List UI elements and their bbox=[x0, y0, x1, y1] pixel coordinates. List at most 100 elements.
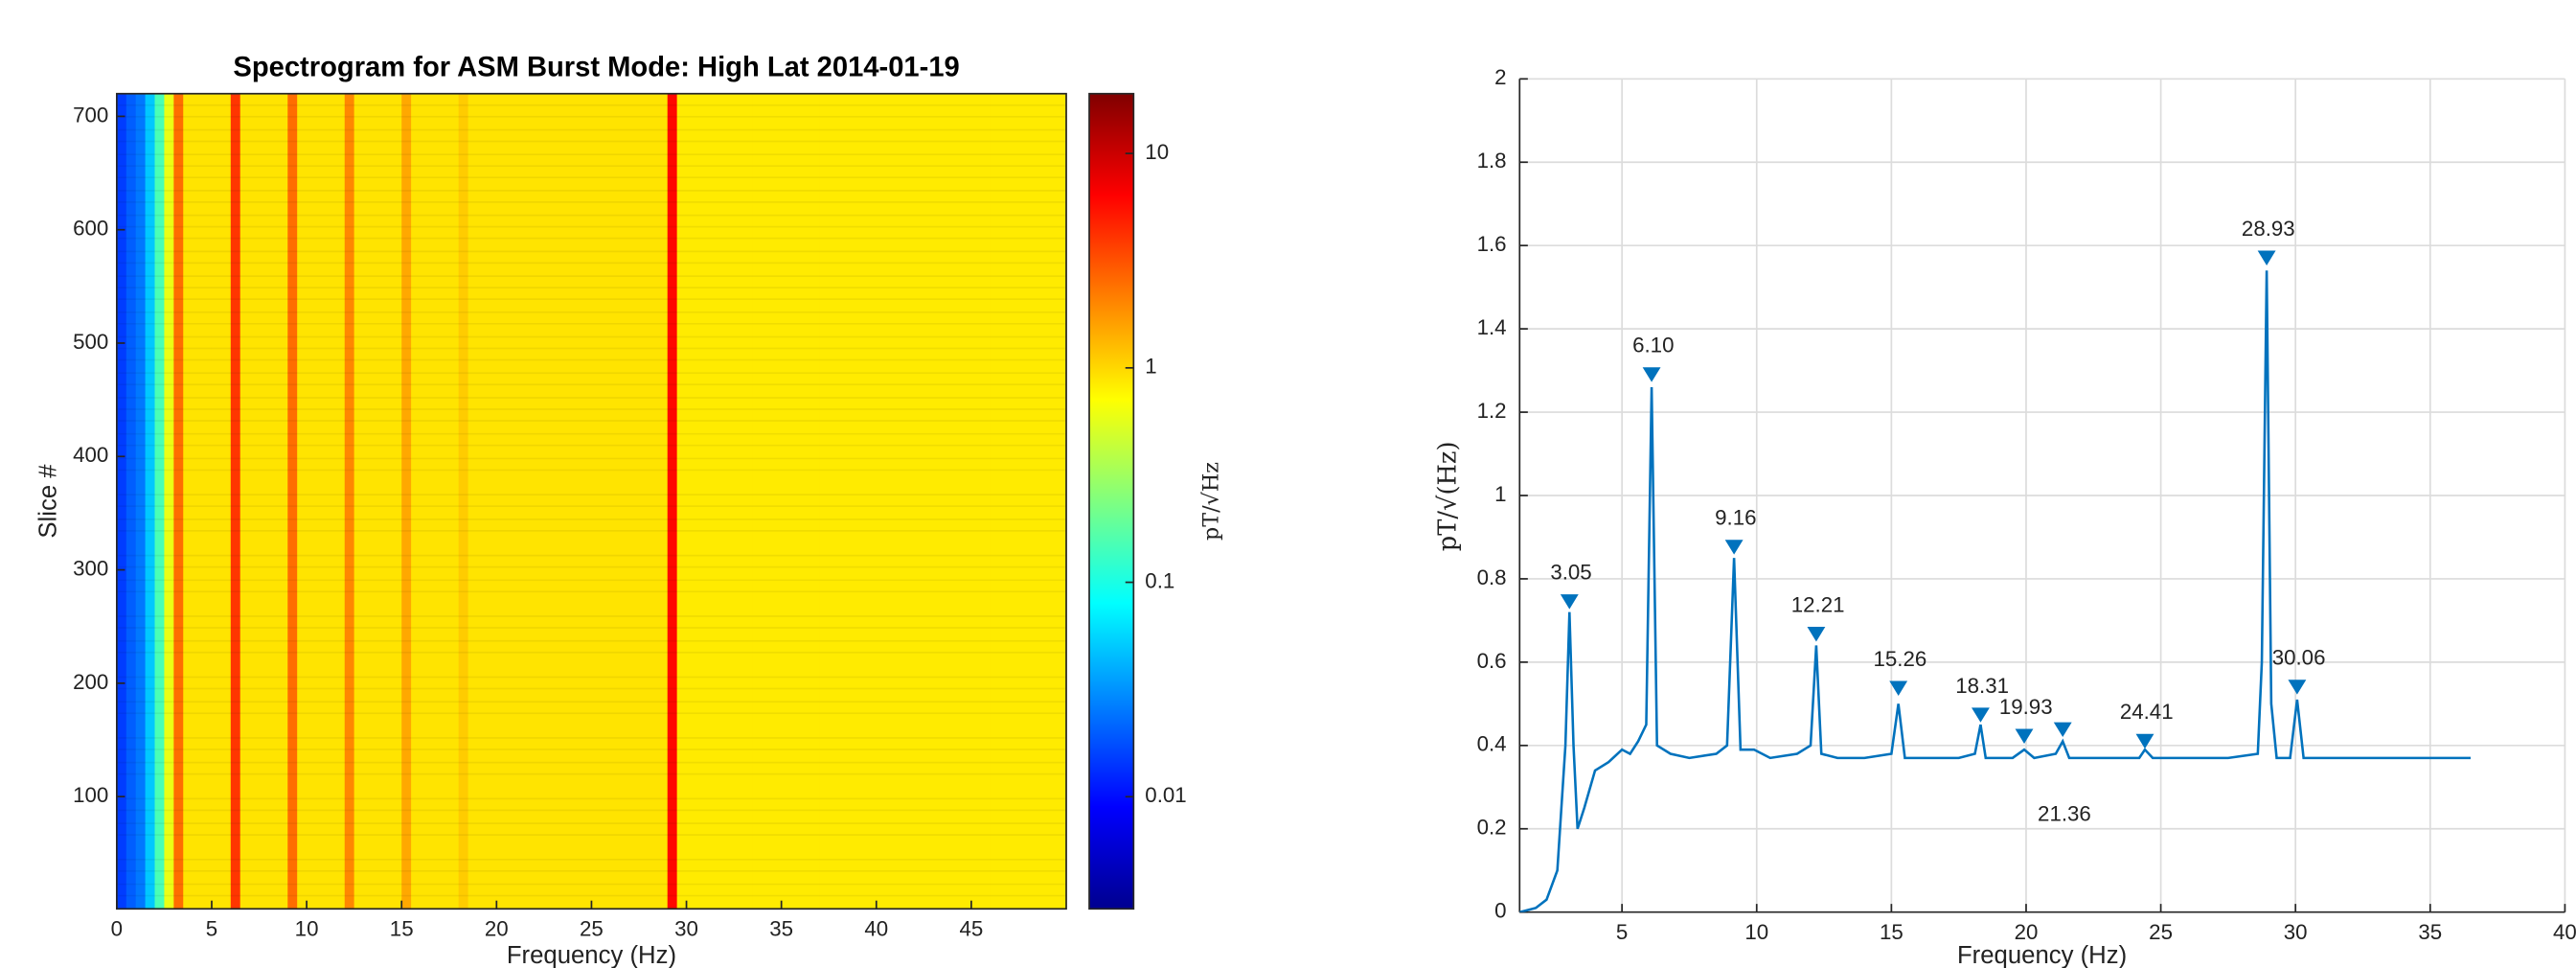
x-tick-label: 30 bbox=[674, 916, 698, 940]
spectrogram-column bbox=[734, 93, 744, 910]
x-tick-label: 15 bbox=[1880, 920, 1904, 944]
spectrogram-column bbox=[562, 93, 574, 910]
spectrogram-column bbox=[458, 93, 469, 910]
colorbar-tick-label: 0.1 bbox=[1145, 568, 1174, 592]
peak-marker bbox=[2015, 728, 2034, 744]
spectrogram-column bbox=[1028, 93, 1038, 910]
spectrogram-column bbox=[667, 93, 678, 910]
spectrogram-column bbox=[866, 93, 878, 910]
y-tick-label: 0 bbox=[1494, 899, 1506, 923]
peak-marker bbox=[1724, 540, 1744, 555]
peak-marker bbox=[1560, 594, 1579, 610]
spectrogram-column bbox=[800, 93, 811, 910]
spectrogram-column bbox=[1057, 93, 1067, 910]
y-tick-label: 2 bbox=[1494, 65, 1506, 89]
spectrogram-column bbox=[543, 93, 555, 910]
spectrogram-column bbox=[657, 93, 669, 910]
peak-marker bbox=[1642, 367, 1661, 382]
spectrogram-column bbox=[429, 93, 441, 910]
spectrogram-column bbox=[325, 93, 336, 910]
peak-label: 21.36 bbox=[2038, 801, 2091, 825]
spectrogram-column bbox=[856, 93, 868, 910]
spectrogram-column bbox=[581, 93, 593, 910]
peak-label: 24.41 bbox=[2120, 700, 2174, 724]
x-tick-label: 35 bbox=[769, 916, 793, 940]
spectrogram-column bbox=[334, 93, 346, 910]
spectrogram-column bbox=[125, 93, 137, 910]
y-tick-label: 1.8 bbox=[1477, 149, 1507, 173]
spectrogram-column bbox=[923, 93, 934, 910]
spectrogram-column bbox=[506, 93, 516, 910]
spectrogram-column bbox=[496, 93, 507, 910]
spectrogram-column bbox=[895, 93, 906, 910]
peak-label: 9.16 bbox=[1715, 506, 1756, 530]
spectrogram-column bbox=[781, 93, 792, 910]
spectrogram-column bbox=[809, 93, 820, 910]
peak-marker bbox=[2288, 680, 2307, 695]
spectrogram-column bbox=[1009, 93, 1020, 910]
colorbar-tick-label: 10 bbox=[1145, 140, 1169, 164]
x-tick-label: 5 bbox=[206, 916, 217, 940]
peak-marker bbox=[1807, 627, 1826, 642]
spectrogram-column bbox=[885, 93, 897, 910]
spectrogram-column bbox=[638, 93, 650, 910]
x-tick-label: 20 bbox=[485, 916, 509, 940]
spectrogram-column bbox=[1037, 93, 1048, 910]
spectrogram-column bbox=[278, 93, 288, 910]
x-tick-label: 35 bbox=[2418, 920, 2442, 944]
peak-marker bbox=[1889, 680, 1908, 696]
spectrogram-column bbox=[933, 93, 944, 910]
x-axis-label: Frequency (Hz) bbox=[1957, 942, 2127, 968]
spectrogram-column bbox=[876, 93, 887, 910]
spectrogram-column bbox=[411, 93, 422, 910]
spectrogram-column bbox=[477, 93, 489, 910]
y-tick-label: 0.8 bbox=[1477, 565, 1507, 589]
spectrogram-column bbox=[790, 93, 802, 910]
spectrogram-column bbox=[990, 93, 1001, 910]
spectrogram-column bbox=[1047, 93, 1058, 910]
y-tick-label: 0.2 bbox=[1477, 816, 1507, 840]
spectrogram-column bbox=[970, 93, 982, 910]
peak-label: 30.06 bbox=[2272, 646, 2326, 670]
x-tick-label: 10 bbox=[1744, 920, 1768, 944]
spectrogram-column bbox=[961, 93, 972, 910]
spectrogram-column bbox=[239, 93, 251, 910]
spectrogram-column bbox=[525, 93, 536, 910]
spectrogram-column bbox=[686, 93, 697, 910]
spectrogram-column bbox=[193, 93, 203, 910]
y-tick-label: 400 bbox=[73, 443, 108, 467]
spectrogram-column bbox=[287, 93, 298, 910]
spectrogram-column bbox=[601, 93, 611, 910]
spectrogram-column bbox=[373, 93, 384, 910]
peak-label: 6.10 bbox=[1632, 334, 1674, 357]
spectrogram-column bbox=[344, 93, 355, 910]
spectrogram-column bbox=[534, 93, 545, 910]
spectrogram-column bbox=[211, 93, 222, 910]
y-tick-label: 1 bbox=[1494, 482, 1506, 506]
spectrogram-column bbox=[838, 93, 849, 910]
x-tick-label: 25 bbox=[2149, 920, 2173, 944]
spectrogram-column bbox=[487, 93, 498, 910]
spectrogram-column bbox=[116, 93, 127, 910]
spectrogram-column bbox=[439, 93, 450, 910]
spectrogram-column bbox=[695, 93, 707, 910]
spectrogram-column bbox=[1018, 93, 1030, 910]
spectrogram-column bbox=[705, 93, 716, 910]
x-axis-label: Frequency (Hz) bbox=[507, 942, 676, 968]
spectrogram-column bbox=[467, 93, 479, 910]
y-axis-label: Slice # bbox=[34, 464, 61, 539]
x-tick-label: 0 bbox=[111, 916, 123, 940]
spectrogram-column bbox=[164, 93, 175, 910]
spectrogram-column bbox=[724, 93, 735, 910]
spectrogram-column bbox=[715, 93, 725, 910]
spectrogram-column bbox=[743, 93, 754, 910]
x-tick-label: 25 bbox=[580, 916, 604, 940]
spectrogram-column bbox=[401, 93, 412, 910]
peak-label: 19.93 bbox=[1999, 695, 2053, 719]
spectrogram-column bbox=[819, 93, 830, 910]
spectrogram-column bbox=[980, 93, 992, 910]
y-tick-label: 200 bbox=[73, 670, 108, 694]
spectrogram-column bbox=[904, 93, 916, 910]
spectrogram-column bbox=[230, 93, 241, 910]
